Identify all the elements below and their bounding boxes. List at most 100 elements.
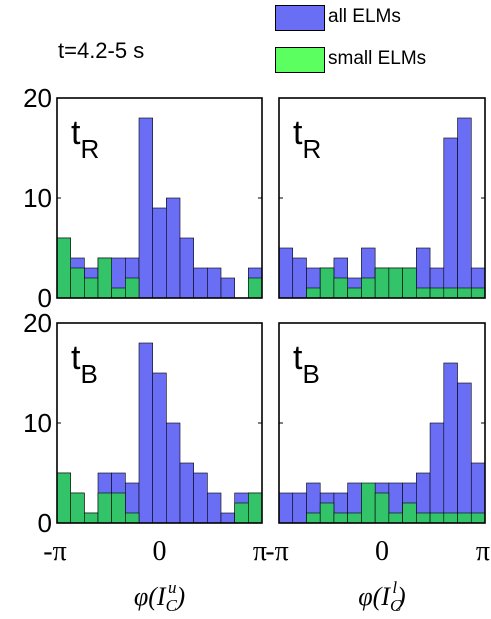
bar-small-elms (361, 277, 376, 299)
bar-small-elms (84, 277, 99, 299)
x-axis-label-part: ) (174, 582, 185, 611)
bar-all-elms (207, 267, 222, 299)
panel-label-sub: B (302, 359, 319, 389)
bar-small-elms (97, 257, 112, 299)
legend-label: all ELMs (328, 6, 401, 27)
bar-all-elms (292, 492, 307, 524)
bar-all-elms (193, 472, 208, 524)
panel-label-sub: R (302, 134, 321, 164)
bar-small-elms (388, 267, 403, 299)
bar-all-elms (152, 372, 167, 524)
bar-small-elms (443, 287, 458, 299)
x-axis-label-part: ) (395, 582, 406, 611)
x-axis-label-part: l (392, 578, 397, 597)
bar-small-elms (306, 512, 321, 524)
legend-swatch (275, 47, 325, 73)
panel-label-sub: R (80, 134, 99, 164)
bar-all-elms (457, 382, 472, 524)
bar-small-elms (70, 492, 85, 524)
panel-label-sub: B (80, 359, 97, 389)
bar-all-elms (138, 117, 153, 299)
bar-small-elms (111, 287, 126, 299)
panel-label-main: t (71, 339, 81, 377)
bar-small-elms (388, 512, 403, 524)
x-tick-label: -π (43, 536, 66, 567)
bar-all-elms (220, 277, 235, 299)
x-axis-label-part: C (166, 596, 178, 615)
bar-small-elms (443, 512, 458, 524)
legend-swatch (275, 5, 325, 31)
panel-label: tB (71, 339, 98, 389)
bar-small-elms (470, 287, 486, 299)
panel-label: tR (293, 114, 321, 164)
bar-all-elms (166, 197, 181, 299)
x-axis-label-part: C (390, 596, 402, 615)
x-tick-label: -π (265, 536, 288, 567)
panel-2: tR (278, 97, 486, 299)
bar-all-elms (179, 237, 194, 299)
bar-small-elms (319, 267, 335, 299)
bar-all-elms (278, 492, 294, 524)
bar-small-elms (111, 492, 126, 524)
bar-small-elms (84, 512, 99, 524)
bar-small-elms (374, 267, 390, 299)
x-axis-label: φ(ICu) (134, 578, 185, 615)
bar-small-elms (319, 502, 335, 524)
bar-all-elms (429, 422, 445, 524)
bar-small-elms (248, 492, 263, 524)
bar-small-elms (402, 267, 417, 299)
panel-label-main: t (71, 114, 81, 152)
bar-small-elms (70, 267, 85, 299)
bar-small-elms (457, 512, 472, 524)
bar-all-elms (292, 257, 307, 299)
bar-all-elms (207, 492, 222, 524)
bar-small-elms (402, 502, 417, 524)
bar-small-elms (374, 492, 390, 524)
bar-small-elms (429, 287, 445, 299)
y-tick-label: 10 (23, 183, 52, 213)
x-axis-label-part: u (168, 578, 177, 597)
bar-small-elms (416, 287, 431, 299)
bar-small-elms (416, 512, 431, 524)
bar-small-elms (306, 287, 321, 299)
x-tick-label: 0 (375, 536, 389, 567)
y-tick-label: 10 (23, 408, 52, 438)
y-tick-label: 20 (23, 308, 52, 338)
bar-small-elms (457, 287, 472, 299)
bar-small-elms (347, 287, 362, 299)
y-tick-label: 0 (38, 283, 52, 313)
panel-label: tR (71, 114, 99, 164)
bar-all-elms (138, 342, 153, 524)
time-label: t=4.2-5 s (58, 38, 145, 63)
panel-label: tB (293, 339, 320, 389)
bar-small-elms (56, 237, 71, 299)
bar-all-elms (443, 362, 458, 524)
bar-small-elms (248, 277, 263, 299)
bar-small-elms (347, 512, 362, 524)
x-axis-label-part: φ(I (134, 582, 167, 611)
bar-small-elms (333, 277, 348, 299)
legend-label: small ELMs (328, 48, 427, 69)
bar-all-elms (457, 117, 472, 299)
bar-small-elms (97, 492, 112, 524)
x-tick-label: 0 (153, 536, 167, 567)
panel-1: 0 10 20 tR (23, 83, 263, 313)
panel-4: -π 0 π φ(ICl) tB (265, 322, 490, 615)
bar-small-elms (125, 277, 140, 299)
panel-label-main: t (293, 114, 303, 152)
bar-all-elms (166, 422, 181, 524)
panel-label-main: t (293, 339, 303, 377)
bar-small-elms (470, 512, 486, 524)
bar-all-elms (152, 207, 167, 299)
bar-all-elms (179, 462, 194, 524)
bar-small-elms (56, 472, 71, 524)
bar-all-elms (443, 137, 458, 299)
x-tick-label: π (476, 536, 490, 567)
x-tick-label: π (253, 536, 267, 567)
bar-small-elms (429, 512, 445, 524)
y-tick-label: 0 (38, 508, 52, 538)
bar-small-elms (125, 512, 140, 524)
bar-small-elms (361, 482, 376, 524)
